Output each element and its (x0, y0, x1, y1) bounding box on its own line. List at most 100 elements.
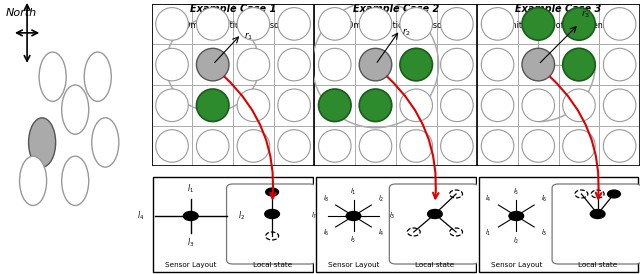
Circle shape (156, 89, 188, 122)
Text: Local state: Local state (415, 262, 454, 268)
Text: $r_2$: $r_2$ (403, 27, 412, 38)
Circle shape (319, 48, 351, 81)
Circle shape (407, 228, 420, 236)
Circle shape (266, 188, 278, 196)
Circle shape (184, 212, 198, 221)
FancyBboxPatch shape (479, 177, 638, 272)
Circle shape (20, 156, 47, 206)
Circle shape (346, 212, 361, 221)
Circle shape (591, 190, 604, 198)
Circle shape (563, 89, 595, 122)
Text: Example Case 2: Example Case 2 (353, 4, 439, 14)
Circle shape (440, 89, 473, 122)
Text: Omni-Directional Sensor: Omni-Directional Sensor (184, 21, 282, 30)
Text: $l_4$: $l_4$ (136, 210, 144, 222)
Text: Example Case 1: Example Case 1 (190, 4, 276, 14)
Circle shape (61, 85, 89, 134)
Circle shape (481, 48, 514, 81)
Circle shape (450, 228, 463, 236)
Text: Example Case 3: Example Case 3 (515, 4, 602, 14)
Circle shape (156, 130, 188, 162)
Text: $l_6$: $l_6$ (323, 228, 329, 238)
Text: Limited Field of View Sensor: Limited Field of View Sensor (502, 21, 615, 30)
Circle shape (440, 8, 473, 40)
Text: $l_8$: $l_8$ (323, 194, 329, 204)
Circle shape (237, 8, 269, 40)
Text: Omni-Directional Sensor: Omni-Directional Sensor (347, 21, 445, 30)
Text: $l_3$: $l_3$ (389, 211, 396, 221)
FancyBboxPatch shape (389, 184, 479, 264)
Circle shape (522, 48, 554, 81)
Circle shape (266, 232, 278, 240)
Circle shape (400, 48, 433, 81)
Text: $l_2$: $l_2$ (238, 210, 245, 222)
Text: $l_1$: $l_1$ (485, 228, 492, 238)
Circle shape (156, 8, 188, 40)
Text: $l_2$: $l_2$ (513, 235, 520, 246)
Circle shape (563, 8, 595, 40)
Circle shape (61, 156, 89, 206)
Text: $r_3$: $r_3$ (581, 8, 590, 20)
Circle shape (278, 48, 310, 81)
Circle shape (400, 8, 433, 40)
Circle shape (359, 8, 392, 40)
Circle shape (196, 48, 229, 81)
Text: Sensor Layout: Sensor Layout (165, 262, 216, 268)
Circle shape (607, 190, 620, 198)
Circle shape (319, 130, 351, 162)
Circle shape (604, 130, 636, 162)
Circle shape (237, 130, 269, 162)
Circle shape (440, 48, 473, 81)
Circle shape (481, 89, 514, 122)
Circle shape (278, 89, 310, 122)
Circle shape (319, 89, 351, 122)
Circle shape (604, 48, 636, 81)
FancyBboxPatch shape (316, 177, 476, 272)
Text: $l_1$: $l_1$ (188, 183, 195, 195)
Text: $l_3$: $l_3$ (187, 237, 195, 249)
Circle shape (237, 48, 269, 81)
Circle shape (400, 89, 433, 122)
Circle shape (400, 130, 433, 162)
Circle shape (278, 8, 310, 40)
Circle shape (590, 210, 605, 218)
Text: Local state: Local state (253, 262, 292, 268)
Text: $r_1$: $r_1$ (244, 31, 253, 42)
Circle shape (522, 89, 554, 122)
Circle shape (604, 8, 636, 40)
Text: $l_6$: $l_6$ (541, 193, 548, 204)
Text: $l_5$: $l_5$ (350, 235, 356, 245)
Text: $l_5$: $l_5$ (513, 186, 520, 196)
Circle shape (575, 190, 588, 198)
Text: Local state: Local state (578, 262, 618, 268)
Text: Sensor Layout: Sensor Layout (490, 262, 542, 268)
Text: $l_4$: $l_4$ (485, 193, 492, 204)
Circle shape (92, 118, 119, 167)
Circle shape (265, 210, 280, 218)
Text: $l_3$: $l_3$ (541, 228, 548, 238)
Text: $l_1$: $l_1$ (350, 187, 356, 197)
Text: North: North (6, 8, 37, 18)
FancyBboxPatch shape (227, 184, 316, 264)
Circle shape (440, 130, 473, 162)
Circle shape (196, 8, 229, 40)
Circle shape (196, 89, 229, 122)
Circle shape (481, 8, 514, 40)
Circle shape (29, 118, 56, 167)
Circle shape (563, 130, 595, 162)
FancyBboxPatch shape (552, 184, 640, 264)
Text: $l_4$: $l_4$ (378, 228, 385, 238)
Text: Sensor Layout: Sensor Layout (328, 262, 380, 268)
Circle shape (319, 8, 351, 40)
Circle shape (156, 48, 188, 81)
Circle shape (237, 89, 269, 122)
Circle shape (563, 48, 595, 81)
Circle shape (604, 89, 636, 122)
Circle shape (450, 190, 463, 198)
Circle shape (428, 210, 442, 218)
FancyBboxPatch shape (154, 177, 313, 272)
Circle shape (481, 130, 514, 162)
Circle shape (359, 48, 392, 81)
Circle shape (84, 52, 111, 101)
Circle shape (359, 130, 392, 162)
